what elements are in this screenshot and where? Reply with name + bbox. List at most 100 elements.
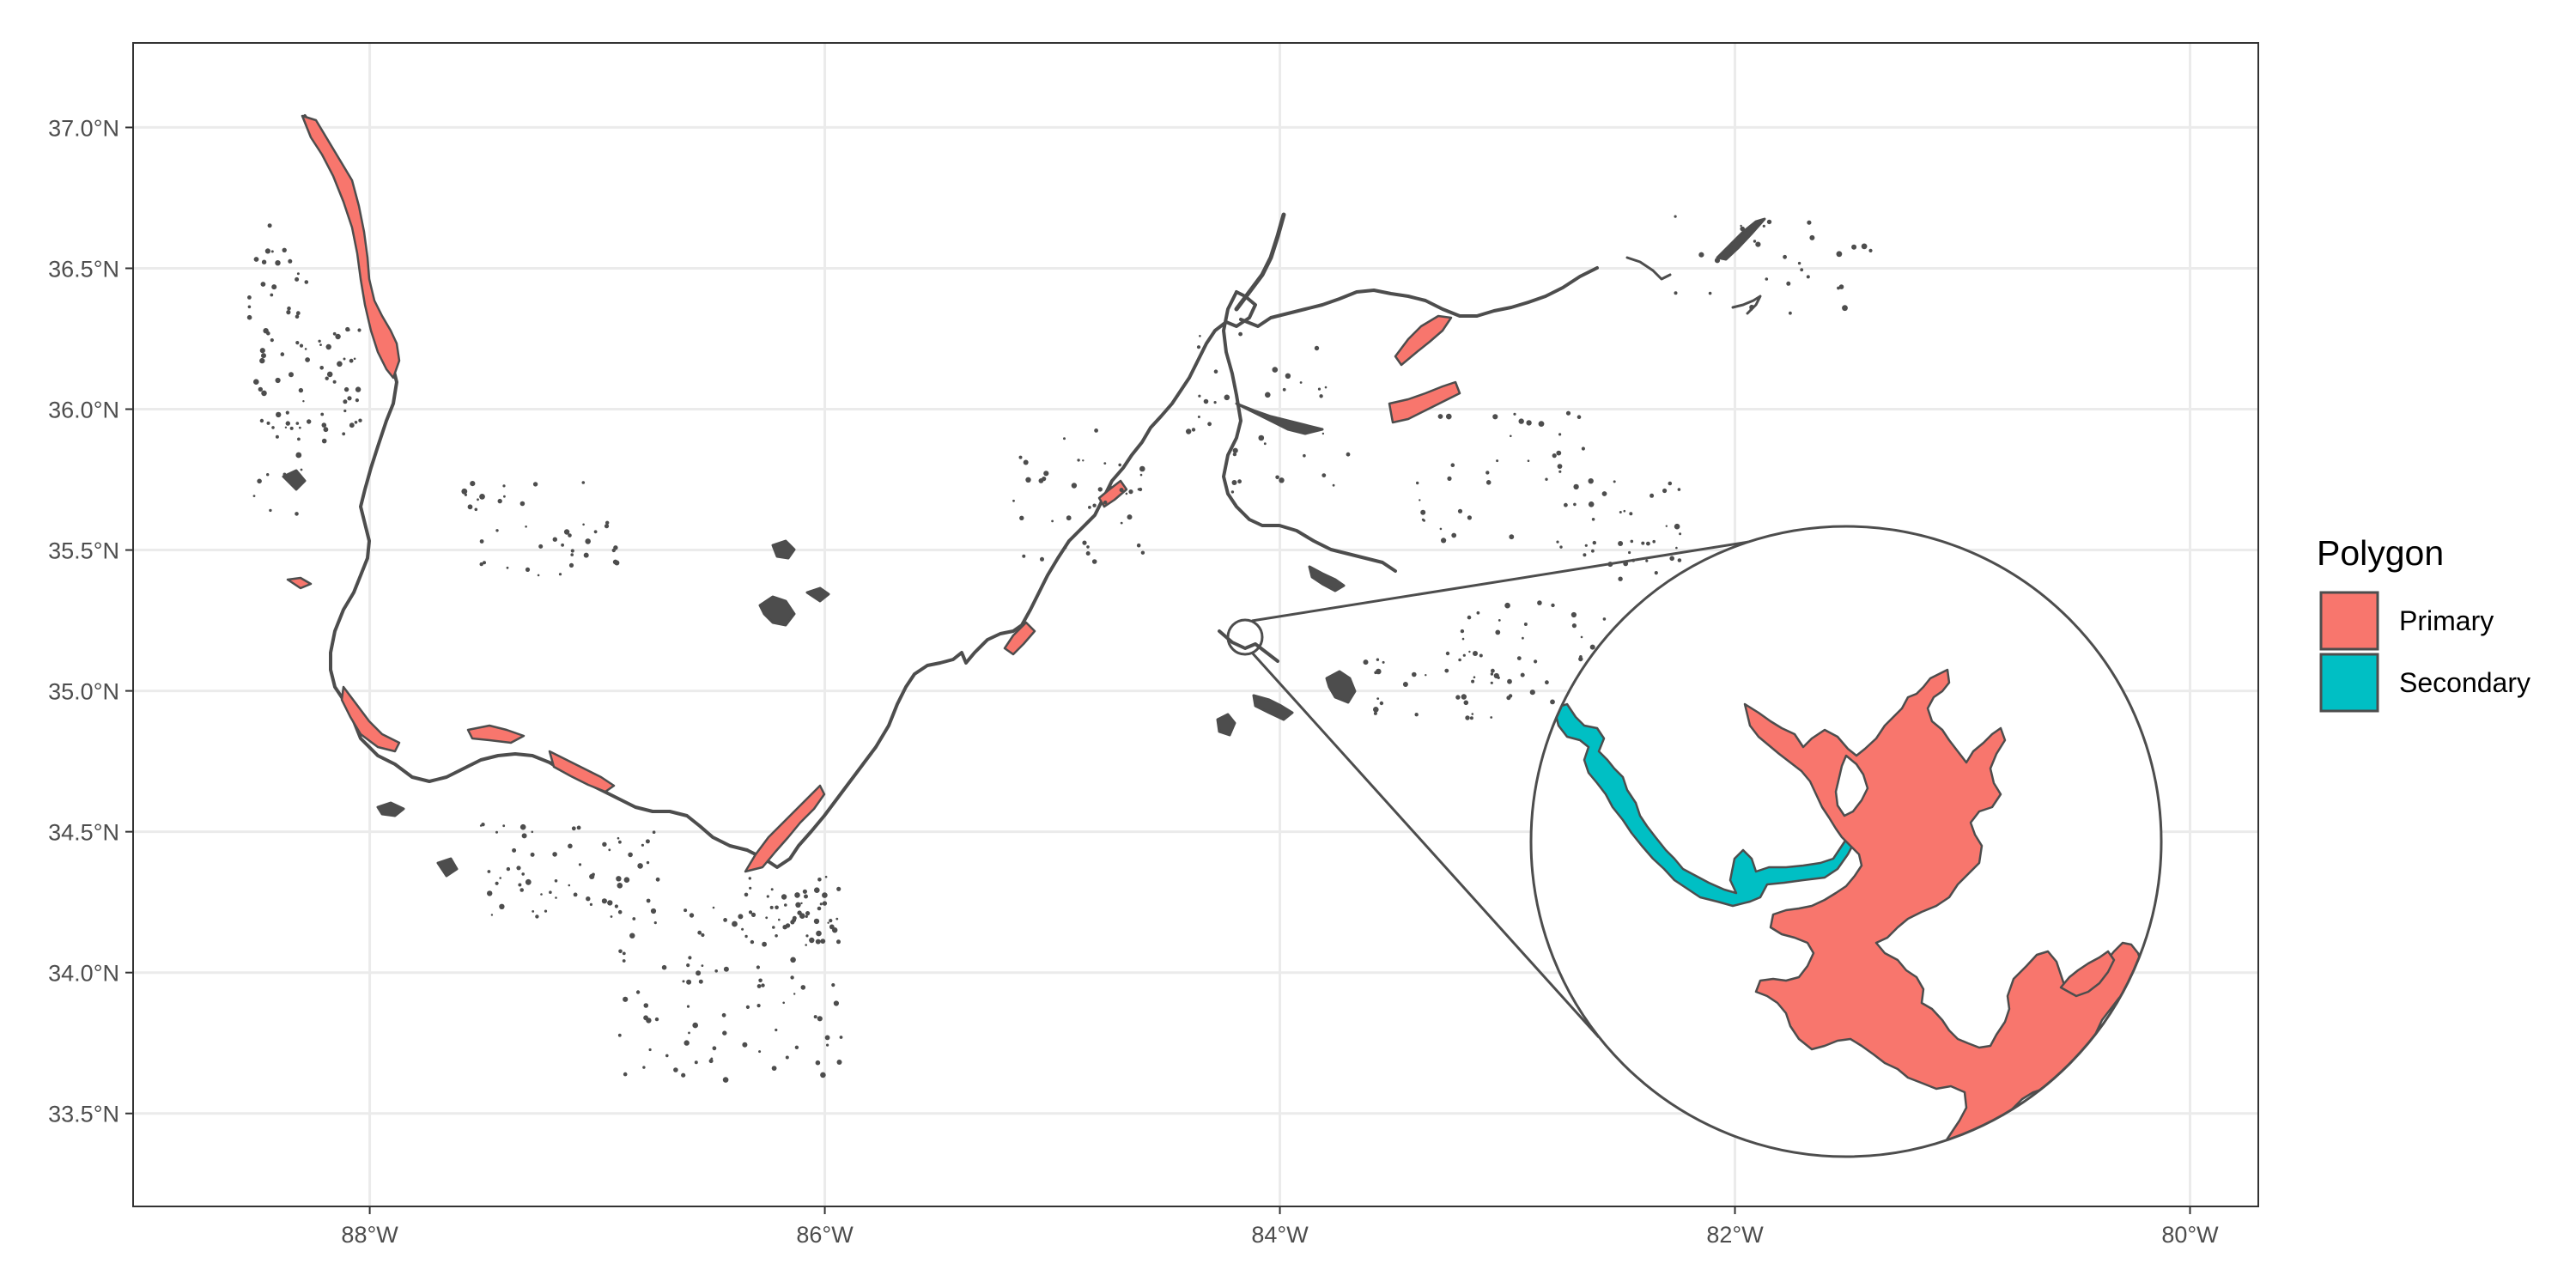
small-water-feature bbox=[1509, 534, 1515, 540]
small-water-feature bbox=[530, 852, 535, 857]
small-water-feature bbox=[323, 427, 329, 433]
small-water-feature bbox=[708, 1059, 714, 1064]
small-water-feature bbox=[772, 926, 775, 929]
small-water-feature bbox=[280, 352, 285, 356]
small-water-feature bbox=[688, 1031, 690, 1035]
small-water-feature bbox=[822, 892, 828, 898]
small-water-feature bbox=[1836, 251, 1843, 258]
small-water-feature bbox=[1789, 311, 1792, 315]
small-water-feature bbox=[756, 1004, 761, 1008]
small-water-feature bbox=[354, 421, 358, 424]
secondary-polygon bbox=[1552, 702, 1856, 908]
small-water-feature bbox=[1674, 215, 1677, 218]
small-water-feature bbox=[1559, 545, 1563, 549]
small-water-feature bbox=[266, 421, 270, 425]
small-water-feature bbox=[1668, 481, 1673, 486]
small-water-feature bbox=[1467, 515, 1472, 520]
small-water-feature bbox=[540, 893, 543, 896]
small-water-feature bbox=[766, 895, 769, 898]
y-tick-label: 37.0°N bbox=[48, 115, 119, 141]
small-water-feature bbox=[1662, 488, 1668, 494]
small-water-feature bbox=[1103, 462, 1107, 465]
small-water-feature bbox=[1558, 470, 1562, 473]
small-water-feature bbox=[1618, 576, 1623, 581]
small-water-feature bbox=[1613, 480, 1616, 483]
small-water-feature bbox=[819, 902, 823, 906]
small-water-feature bbox=[1412, 671, 1417, 677]
small-water-feature bbox=[790, 957, 796, 963]
small-water-feature bbox=[692, 1022, 698, 1029]
small-water-feature bbox=[775, 905, 779, 910]
small-water-feature bbox=[665, 1054, 669, 1058]
small-water-feature bbox=[697, 930, 702, 935]
small-water-feature bbox=[532, 910, 535, 913]
small-water-feature bbox=[568, 884, 571, 887]
small-water-feature bbox=[820, 939, 823, 942]
legend-key-primary bbox=[2319, 591, 2379, 651]
x-axis: 88°W 86°W 84°W 82°W 80°W bbox=[341, 1206, 2219, 1248]
small-water-feature bbox=[1838, 284, 1844, 289]
small-water-feature bbox=[502, 824, 506, 828]
small-water-feature bbox=[285, 421, 290, 426]
small-water-feature bbox=[332, 380, 337, 384]
small-water-feature bbox=[1324, 386, 1327, 389]
small-water-feature bbox=[1497, 676, 1500, 679]
small-water-features bbox=[246, 215, 1873, 1083]
small-water-feature bbox=[297, 437, 301, 441]
small-water-feature bbox=[815, 939, 821, 945]
small-water-feature bbox=[804, 894, 808, 899]
small-water-feature bbox=[295, 311, 301, 316]
zoom-inset-border bbox=[1529, 525, 2163, 1158]
small-water-feature bbox=[298, 387, 304, 393]
small-water-feature bbox=[650, 908, 657, 914]
small-water-feature bbox=[1473, 651, 1478, 656]
small-water-feature bbox=[1419, 499, 1421, 501]
small-water-feature bbox=[1224, 394, 1230, 401]
small-water-feature bbox=[1465, 715, 1470, 720]
small-water-feature bbox=[1534, 659, 1538, 664]
y-tick-label: 35.0°N bbox=[48, 679, 119, 705]
small-water-feature bbox=[602, 841, 607, 847]
small-water-feature bbox=[470, 481, 476, 487]
small-water-feature bbox=[661, 964, 667, 970]
small-water-feature bbox=[512, 848, 517, 853]
small-water-feature bbox=[758, 978, 762, 983]
small-water-feature bbox=[259, 418, 264, 423]
small-water-feature bbox=[805, 914, 808, 918]
small-water-feature bbox=[790, 920, 795, 925]
x-tick-label: 88°W bbox=[341, 1222, 398, 1248]
small-water-feature bbox=[1198, 394, 1201, 398]
small-water-feature bbox=[1516, 656, 1522, 660]
small-water-feature bbox=[1490, 672, 1494, 676]
small-water-feature bbox=[247, 305, 252, 309]
small-water-feature bbox=[1674, 523, 1680, 530]
small-water-feature bbox=[643, 1003, 649, 1008]
small-water-feature bbox=[1564, 502, 1568, 507]
small-water-feature bbox=[826, 1043, 829, 1047]
small-water-feature bbox=[1299, 381, 1303, 384]
small-water-feature bbox=[829, 924, 835, 930]
small-water-feature bbox=[253, 379, 259, 386]
small-water-feature bbox=[537, 574, 540, 577]
small-water-feature bbox=[784, 903, 787, 907]
small-water-feature bbox=[1462, 653, 1466, 657]
small-water-feature bbox=[616, 876, 622, 882]
small-water-feature bbox=[769, 905, 774, 909]
small-water-feature bbox=[1303, 453, 1306, 458]
small-water-feature bbox=[589, 873, 595, 879]
small-water-feature bbox=[261, 353, 266, 359]
small-water-feature bbox=[1125, 492, 1128, 495]
small-water-feature bbox=[635, 990, 641, 994]
small-water-feature bbox=[781, 894, 787, 900]
holston-river bbox=[1239, 266, 1599, 328]
small-water-feature bbox=[483, 561, 486, 565]
small-water-feature bbox=[795, 902, 801, 908]
small-water-feature bbox=[269, 508, 272, 513]
small-water-feature bbox=[738, 914, 744, 920]
small-water-feature bbox=[246, 314, 252, 320]
small-water-feature bbox=[1379, 701, 1384, 706]
small-water-feature bbox=[1232, 452, 1237, 457]
small-water-feature bbox=[1094, 428, 1098, 433]
small-water-feature bbox=[304, 348, 307, 350]
